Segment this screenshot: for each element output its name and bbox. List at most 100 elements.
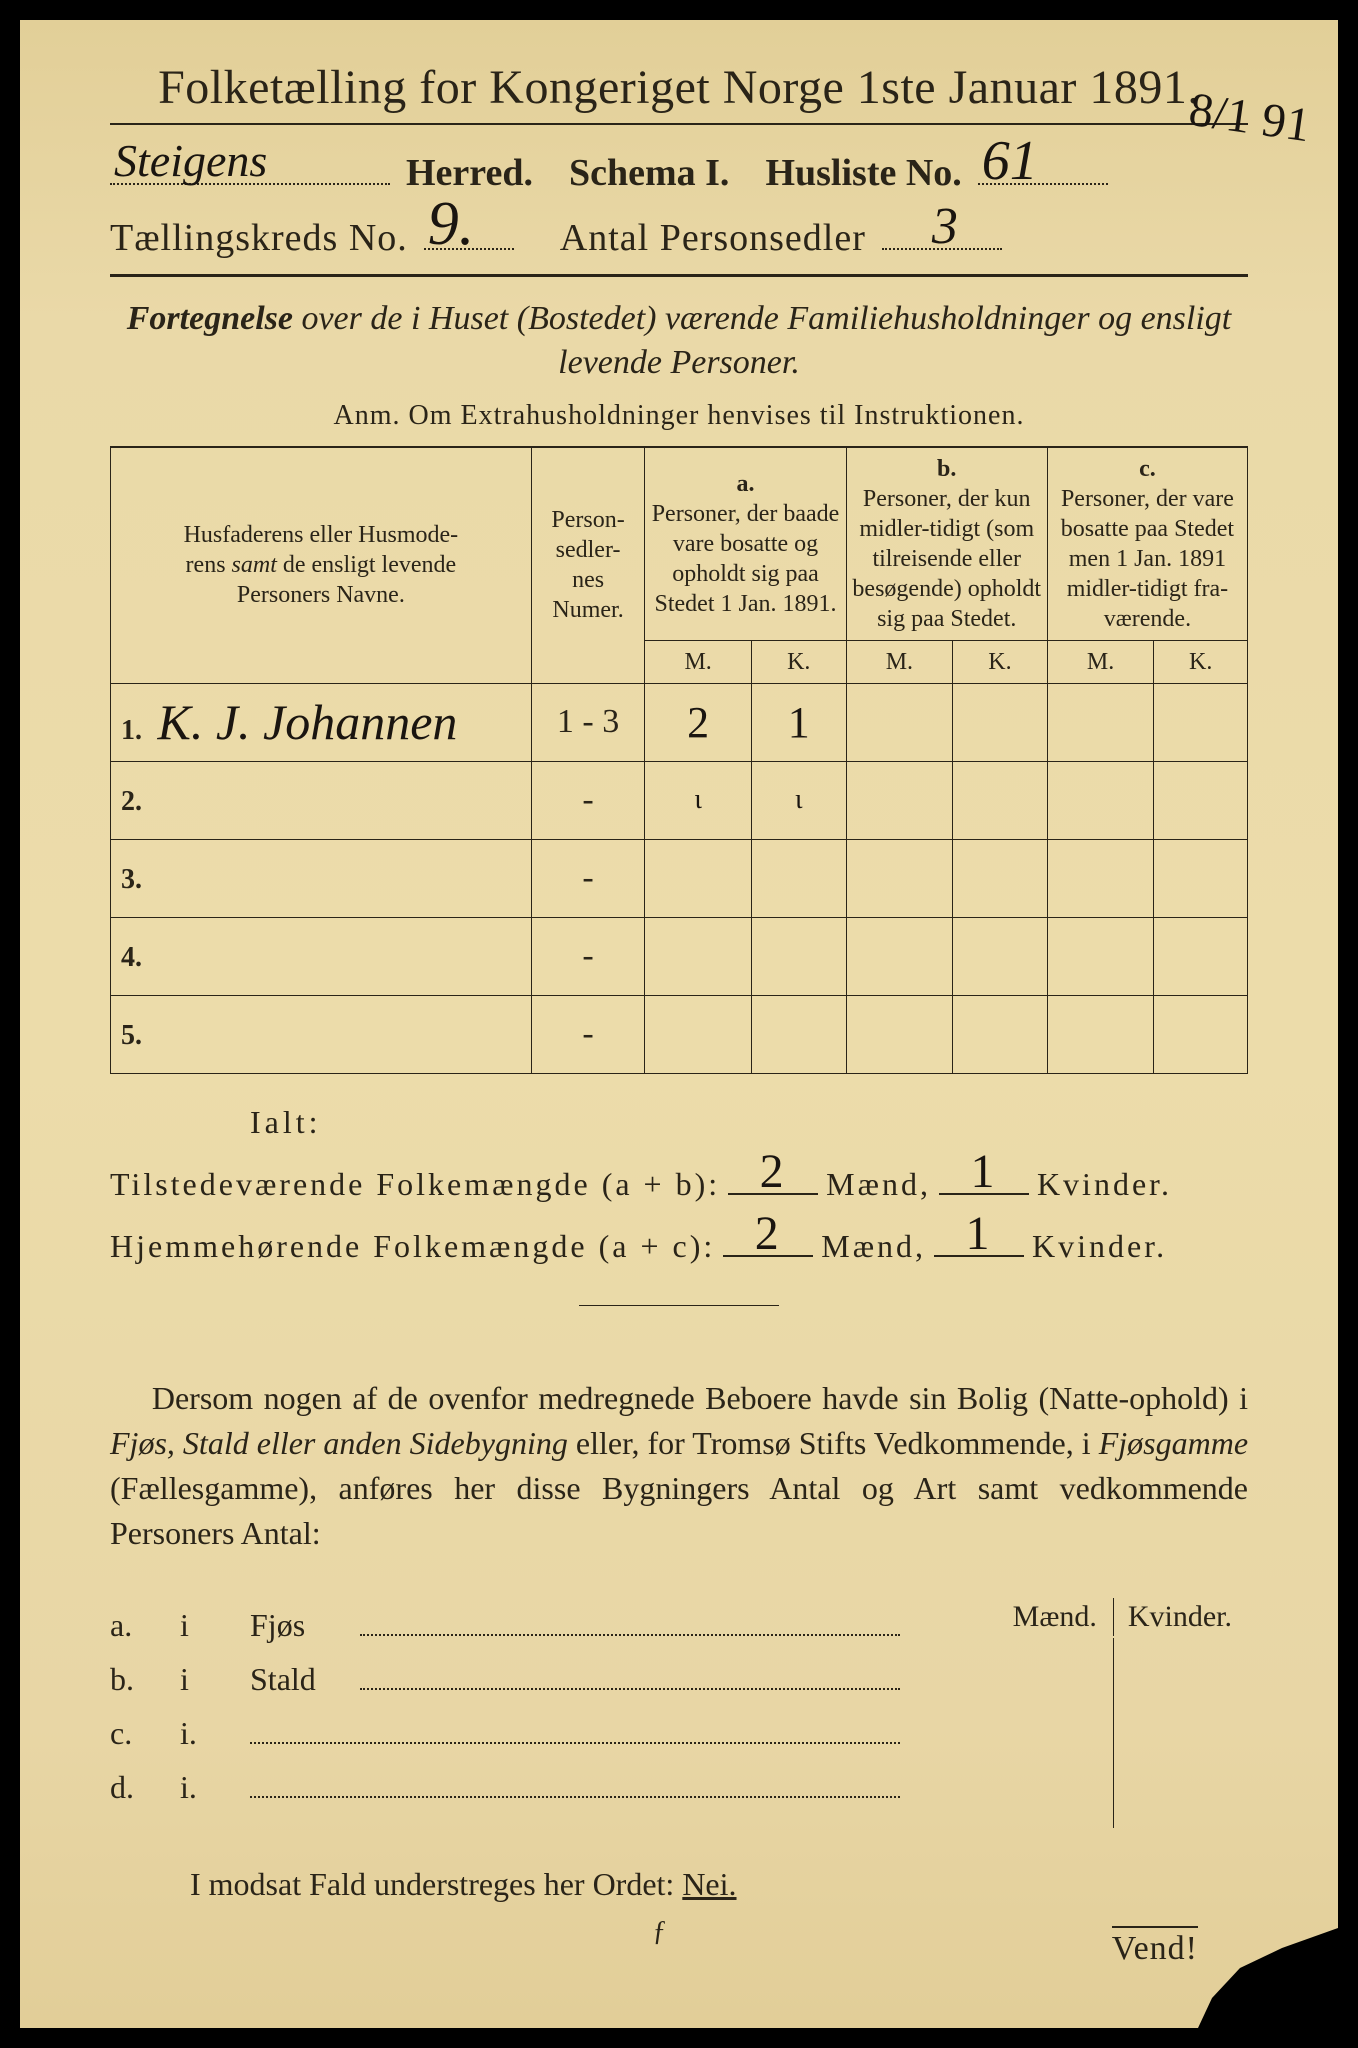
abcd-a-word: Fjøs bbox=[250, 1607, 360, 1644]
kreds-handwritten: 9. bbox=[428, 189, 475, 260]
corner-damage bbox=[1198, 1928, 1338, 2028]
antal-handwritten: 3 bbox=[932, 197, 958, 256]
header-line-2: Steigens Herred. Schema I. Husliste No. … bbox=[110, 139, 1248, 195]
row-bK bbox=[953, 839, 1048, 917]
page-title: Folketælling for Kongeriget Norge 1ste J… bbox=[110, 60, 1248, 115]
fjos-paragraph: Dersom nogen af de ovenfor medregnede Be… bbox=[110, 1376, 1248, 1555]
abcd-row-d: d. i. bbox=[110, 1766, 997, 1806]
husliste-field: 61 bbox=[978, 139, 1108, 185]
row-cM bbox=[1047, 683, 1153, 761]
col-b-k: K. bbox=[953, 640, 1048, 683]
row-cK bbox=[1154, 683, 1248, 761]
vend-label: Vend! bbox=[1112, 1926, 1198, 1968]
sum2-k-field: 1 bbox=[934, 1219, 1024, 1257]
mid-rule bbox=[579, 1305, 779, 1306]
sum1-m-field: 2 bbox=[728, 1157, 818, 1195]
abcd-b-label: b. bbox=[110, 1661, 180, 1698]
row-num: 1. bbox=[121, 715, 149, 747]
col-a-k: K. bbox=[751, 640, 846, 683]
row-aK bbox=[751, 839, 846, 917]
sum1-label: Tilstedeværende Folkemængde (a + b): bbox=[110, 1166, 720, 1203]
herred-label: Herred. bbox=[406, 151, 533, 195]
husliste-handwritten: 61 bbox=[982, 129, 1038, 193]
col-numer-header: Person-sedler-nesNumer. bbox=[531, 447, 645, 683]
col-c-k: K. bbox=[1154, 640, 1248, 683]
col-a-header: a. Personer, der baade vare bosatte og o… bbox=[645, 447, 846, 640]
maend-header: Mænd. bbox=[999, 1598, 1111, 1636]
antal-label: Antal Personsedler bbox=[560, 216, 866, 260]
abcd-b-i: i bbox=[180, 1661, 250, 1698]
row-numer: - bbox=[531, 761, 645, 839]
row-cM bbox=[1047, 917, 1153, 995]
row-numer: - bbox=[531, 839, 645, 917]
census-form-page: Folketælling for Kongeriget Norge 1ste J… bbox=[20, 20, 1338, 2028]
sum-hjemme: Hjemmehørende Folkemængde (a + c): 2 Mæn… bbox=[110, 1219, 1248, 1265]
row-cM bbox=[1047, 839, 1153, 917]
row-num: 3. bbox=[121, 864, 149, 896]
kreds-field: 9. bbox=[424, 205, 514, 251]
sum1-k-field: 1 bbox=[939, 1157, 1029, 1195]
husliste-label: Husliste No. bbox=[765, 151, 961, 195]
row-bM bbox=[846, 917, 952, 995]
abcd-a-i: i bbox=[180, 1607, 250, 1644]
kvinder-header: Kvinder. bbox=[1113, 1598, 1246, 1636]
census-table: Husfaderens eller Husmode-rens samt de e… bbox=[110, 447, 1248, 1074]
row-aK: 1 bbox=[751, 683, 846, 761]
row-cK bbox=[1154, 761, 1248, 839]
sum2-m-hw: 2 bbox=[755, 1206, 782, 1261]
herred-field: Steigens bbox=[110, 139, 390, 185]
kreds-label: Tællingskreds No. bbox=[110, 216, 408, 260]
sum2-label: Hjemmehørende Folkemængde (a + c): bbox=[110, 1228, 715, 1265]
table-row: 4. - bbox=[111, 917, 1248, 995]
row-num: 4. bbox=[121, 942, 149, 974]
abcd-c-label: c. bbox=[110, 1715, 180, 1752]
row-cM bbox=[1047, 761, 1153, 839]
row-name-hw: K. J. Johannen bbox=[158, 694, 458, 750]
abcd-d-label: d. bbox=[110, 1769, 180, 1806]
row-bK bbox=[953, 761, 1048, 839]
table-row: 2. - ɩ ɩ bbox=[111, 761, 1248, 839]
abcd-row-b: b. i Stald bbox=[110, 1658, 997, 1698]
table-row: 5. - bbox=[111, 995, 1248, 1073]
row-numer: - bbox=[531, 917, 645, 995]
table-body: 1. K. J. Johannen 1 - 3 2 1 2. - ɩ ɩ bbox=[111, 683, 1248, 1073]
maend-kvinder-table: Mænd. Kvinder. bbox=[997, 1596, 1248, 1830]
row-num: 2. bbox=[121, 786, 149, 818]
row-aM bbox=[645, 839, 751, 917]
row-cM bbox=[1047, 995, 1153, 1073]
sum1-mlabel: Mænd, bbox=[826, 1166, 931, 1203]
row-aM: ɩ bbox=[645, 761, 751, 839]
ink-smudge: ƒ bbox=[653, 1916, 667, 1948]
table-row: 1. K. J. Johannen 1 - 3 2 1 bbox=[111, 683, 1248, 761]
row-aM bbox=[645, 995, 751, 1073]
modsat-line: I modsat Fald understreges her Ordet: Ne… bbox=[190, 1866, 1248, 1903]
nei-word: Nei. bbox=[682, 1866, 736, 1902]
row-aK: ɩ bbox=[751, 761, 846, 839]
modsat-text: I modsat Fald understreges her Ordet: bbox=[190, 1866, 682, 1902]
abcd-b-word: Stald bbox=[250, 1661, 360, 1698]
abcd-row-c: c. i. bbox=[110, 1712, 997, 1752]
row-aK bbox=[751, 995, 846, 1073]
sum2-k-hw: 1 bbox=[966, 1206, 993, 1261]
row-bM bbox=[846, 995, 952, 1073]
abcd-b-dots bbox=[360, 1658, 900, 1690]
sum2-mlabel: Mænd, bbox=[821, 1228, 926, 1265]
col-c-m: M. bbox=[1047, 640, 1153, 683]
header-rule bbox=[110, 274, 1248, 277]
row-aK bbox=[751, 917, 846, 995]
col-c-header: c. Personer, der vare bosatte paa Stedet… bbox=[1047, 447, 1247, 640]
row-aM bbox=[645, 917, 751, 995]
abcd-row-a: a. i Fjøs bbox=[110, 1604, 997, 1644]
row-bM bbox=[846, 761, 952, 839]
abcd-c-i: i. bbox=[180, 1715, 250, 1752]
subtitle: Fortegnelse over de i Huset (Bostedet) v… bbox=[110, 297, 1248, 385]
abcd-a-dots bbox=[360, 1604, 900, 1636]
sum-tilstede: Tilstedeværende Folkemængde (a + b): 2 M… bbox=[110, 1157, 1248, 1203]
row-bM bbox=[846, 683, 952, 761]
sum1-k-hw: 1 bbox=[970, 1144, 997, 1199]
sum2-m-field: 2 bbox=[723, 1219, 813, 1257]
row-cK bbox=[1154, 839, 1248, 917]
abcd-d-dots bbox=[250, 1766, 900, 1798]
header-line-3: Tællingskreds No. 9. Antal Personsedler … bbox=[110, 205, 1248, 261]
row-num: 5. bbox=[121, 1020, 149, 1052]
